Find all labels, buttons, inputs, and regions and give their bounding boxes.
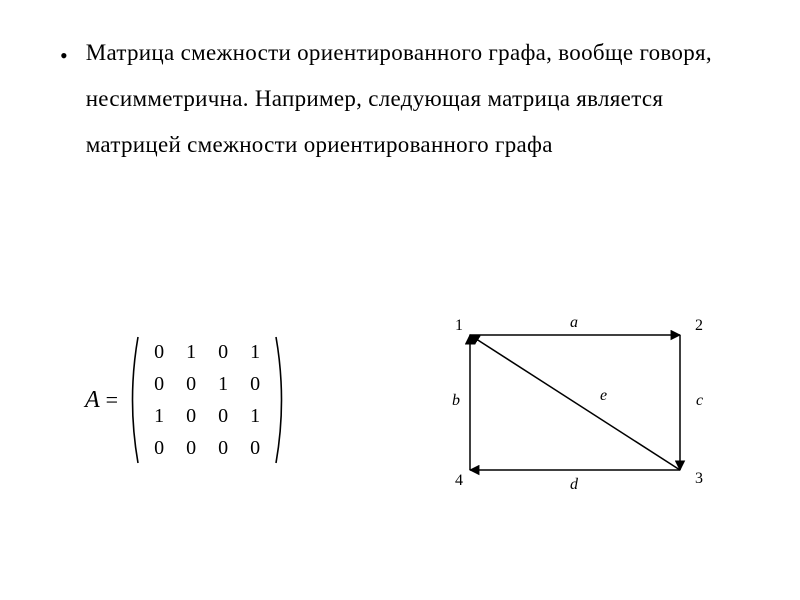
content-row: A = 0101001010010000 1234abcde — [0, 290, 800, 540]
matrix-block: A = 0101001010010000 — [85, 335, 288, 465]
bullet-marker: • — [60, 30, 68, 78]
left-paren-icon — [126, 335, 140, 465]
matrix-cell: 0 — [240, 369, 270, 399]
matrix-cell: 0 — [208, 337, 238, 367]
graph-edge — [470, 335, 680, 470]
right-paren-icon — [274, 335, 288, 465]
graph-node-label: 4 — [455, 472, 463, 489]
matrix-cell: 0 — [144, 433, 174, 463]
graph-block: 1 2 3 4 a b c d e — [400, 305, 720, 515]
graph-node-label: 3 — [695, 470, 703, 487]
graph-node-label: 1 — [455, 317, 463, 334]
graph-edge-label: d — [570, 476, 579, 493]
matrix-grid: 0101001010010000 — [140, 335, 274, 465]
matrix-container: 0101001010010000 — [126, 335, 288, 465]
matrix-cell: 0 — [176, 433, 206, 463]
bullet-paragraph: • Матрица смежности ориентированного гра… — [60, 30, 740, 168]
matrix-cell: 1 — [144, 401, 174, 431]
matrix-cell: 0 — [240, 433, 270, 463]
graph-edge-label: b — [452, 392, 460, 409]
matrix-cell: 0 — [208, 433, 238, 463]
graph-node-label: 2 — [695, 317, 703, 334]
graph-edge-label: a — [570, 314, 578, 331]
matrix-cell: 0 — [176, 369, 206, 399]
graph-edge-label: e — [600, 387, 607, 404]
matrix-label: A — [85, 387, 100, 414]
matrix-cell: 0 — [176, 401, 206, 431]
main-paragraph: Матрица смежности ориентированного графа… — [86, 30, 740, 168]
graph-edge-label: c — [696, 392, 703, 409]
matrix-cell: 0 — [144, 337, 174, 367]
matrix-cell: 1 — [240, 337, 270, 367]
directed-graph-icon: 1 2 3 4 a b c d e — [400, 305, 720, 515]
matrix-cell: 0 — [208, 401, 238, 431]
matrix-cell: 1 — [240, 401, 270, 431]
matrix-cell: 0 — [144, 369, 174, 399]
matrix-cell: 1 — [176, 337, 206, 367]
matrix-cell: 1 — [208, 369, 238, 399]
matrix-equals: = — [106, 387, 118, 413]
